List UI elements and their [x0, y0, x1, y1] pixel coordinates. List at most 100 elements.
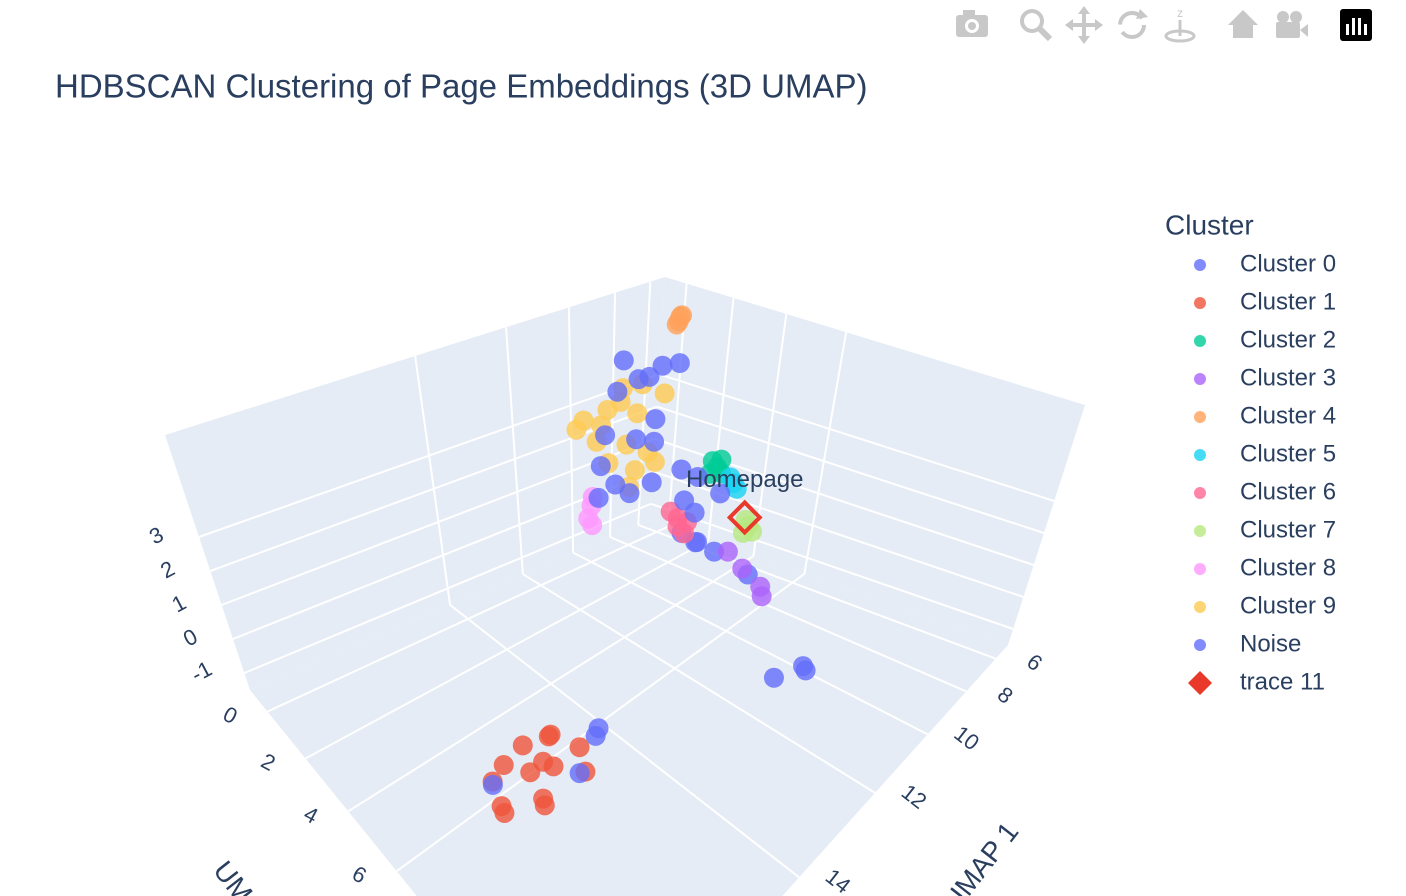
grid-line [221, 438, 656, 606]
zoom-button[interactable] [1020, 9, 1053, 42]
grid-line [650, 502, 1014, 630]
legend-label[interactable]: Cluster 8 [1240, 554, 1336, 581]
data-point [494, 802, 515, 823]
point-label: Homepage [686, 466, 803, 493]
data-point [670, 306, 691, 327]
data-point [644, 431, 665, 452]
data-point [624, 460, 645, 481]
grid-line [572, 551, 929, 736]
data-point [569, 737, 590, 758]
grid-line [198, 373, 660, 538]
legend: Cluster 0 Cluster 1 Cluster 2 Cluster 3 Clus… [1188, 250, 1336, 695]
data-point [710, 483, 731, 504]
modebar: z [956, 6, 1372, 44]
data-point [607, 381, 628, 402]
back-wall [165, 277, 665, 690]
legend-marker [1194, 259, 1206, 271]
orbit-button[interactable] [1118, 9, 1148, 39]
legend-marker [1194, 297, 1206, 309]
grid-line [522, 573, 876, 794]
back-wall [650, 277, 1085, 645]
data-point [763, 667, 784, 688]
data-point [534, 795, 555, 816]
legend-title: Cluster [1165, 209, 1254, 240]
legend-label[interactable]: Cluster 3 [1240, 364, 1336, 391]
video-button[interactable] [1276, 11, 1308, 38]
legend-marker [1194, 525, 1206, 537]
data-point [566, 419, 587, 440]
grid-line [449, 604, 800, 879]
legend-marker [1194, 563, 1206, 575]
data-point [704, 541, 725, 562]
turntable-button[interactable]: z [1164, 6, 1196, 43]
legend-marker [1194, 449, 1206, 461]
svg-text:z: z [1177, 6, 1183, 20]
grid-line [658, 373, 1055, 502]
floor-plane [250, 520, 1008, 896]
data-point [493, 755, 514, 776]
plotly-logo[interactable] [1340, 9, 1372, 41]
grid-line [305, 539, 709, 760]
legend-marker [1194, 411, 1206, 423]
legend-marker [1194, 373, 1206, 385]
legend-label[interactable]: Cluster 5 [1240, 440, 1336, 467]
legend-label[interactable]: trace 11 [1240, 668, 1325, 695]
data-point [590, 456, 611, 477]
data-point [588, 487, 609, 508]
data-point [569, 763, 590, 784]
data-point [533, 751, 554, 772]
legend-label[interactable]: Cluster 4 [1240, 402, 1336, 429]
data-point [644, 451, 665, 472]
legend-label[interactable]: Cluster 0 [1240, 250, 1336, 277]
data-point [619, 483, 640, 504]
legend-label[interactable]: Cluster 2 [1240, 326, 1336, 353]
data-point [751, 586, 772, 607]
legend-marker [1194, 601, 1206, 613]
data-point [720, 467, 741, 488]
legend-label[interactable]: Cluster 9 [1240, 592, 1336, 619]
legend-marker [1194, 335, 1206, 347]
grid-line [267, 525, 669, 713]
data-point [582, 515, 603, 536]
data-point [613, 350, 634, 371]
legend-marker [1194, 639, 1206, 651]
data-point [645, 409, 666, 430]
data-point [671, 459, 692, 480]
data-point [626, 429, 647, 450]
legend-label[interactable]: Cluster 1 [1240, 288, 1336, 315]
data-point [660, 501, 681, 522]
data-point [595, 425, 616, 446]
grid-line [803, 332, 848, 575]
legend-label[interactable]: Noise [1240, 630, 1301, 657]
grid-line [656, 405, 1045, 534]
data-point [687, 466, 708, 487]
data-point [732, 558, 753, 579]
data-point [711, 449, 732, 470]
data-point [669, 353, 690, 374]
data-point [628, 369, 649, 390]
data-point [726, 499, 763, 536]
data-point [512, 735, 533, 756]
grid-line [707, 297, 735, 541]
grid-line [637, 281, 652, 526]
data-point [717, 541, 738, 562]
home-button[interactable] [1228, 10, 1258, 38]
data-point [674, 490, 695, 511]
legend-label[interactable]: Cluster 7 [1240, 516, 1336, 543]
data-point [482, 774, 503, 795]
pan-button[interactable] [1065, 6, 1103, 44]
legend-label[interactable]: Cluster 6 [1240, 478, 1336, 505]
data-point [585, 725, 606, 746]
grid-line [243, 502, 652, 674]
grid-line [505, 327, 524, 575]
data-point [627, 403, 648, 424]
grid-line [609, 536, 967, 693]
data-point [641, 472, 662, 493]
data-point [654, 383, 675, 404]
grid-line [414, 355, 452, 606]
grid-line [347, 555, 754, 813]
camera-button[interactable] [956, 10, 988, 37]
